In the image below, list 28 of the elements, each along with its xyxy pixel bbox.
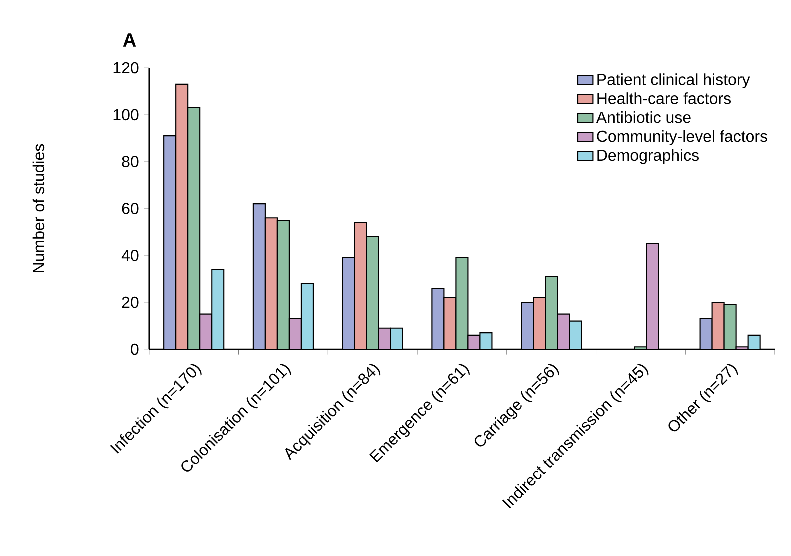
- y-tick-label: 100: [114, 109, 139, 120]
- bar: [300, 283, 314, 350]
- y-tick-label: 60: [122, 202, 139, 214]
- bar: [354, 222, 368, 350]
- legend-label: Antibiotic use: [596, 111, 691, 124]
- y-tick-label: 0: [131, 344, 139, 356]
- bar: [444, 297, 457, 350]
- bar: [366, 236, 380, 350]
- bar: [264, 217, 278, 350]
- bar: [276, 220, 290, 350]
- bar: [646, 243, 660, 350]
- y-tick-label: 20: [122, 296, 139, 308]
- bar: [712, 302, 725, 350]
- bar: [533, 297, 546, 350]
- y-tick-label: 40: [122, 250, 139, 262]
- bar: [188, 107, 201, 350]
- bar: [176, 84, 189, 350]
- legend-label: Health-care factors: [598, 92, 732, 104]
- bar: [545, 276, 558, 350]
- bar: [212, 269, 225, 350]
- y-tick-label: 120: [114, 62, 139, 74]
- y-axis-title: Number of studies: [32, 144, 45, 272]
- legend-label: Community-level factors: [597, 130, 768, 146]
- y-tick-label: 80: [122, 156, 139, 168]
- chart-title: A: [123, 34, 136, 47]
- legend-label: Demographics: [598, 149, 699, 164]
- legend-label: Patient clinical history: [598, 74, 750, 88]
- bar: [456, 257, 469, 350]
